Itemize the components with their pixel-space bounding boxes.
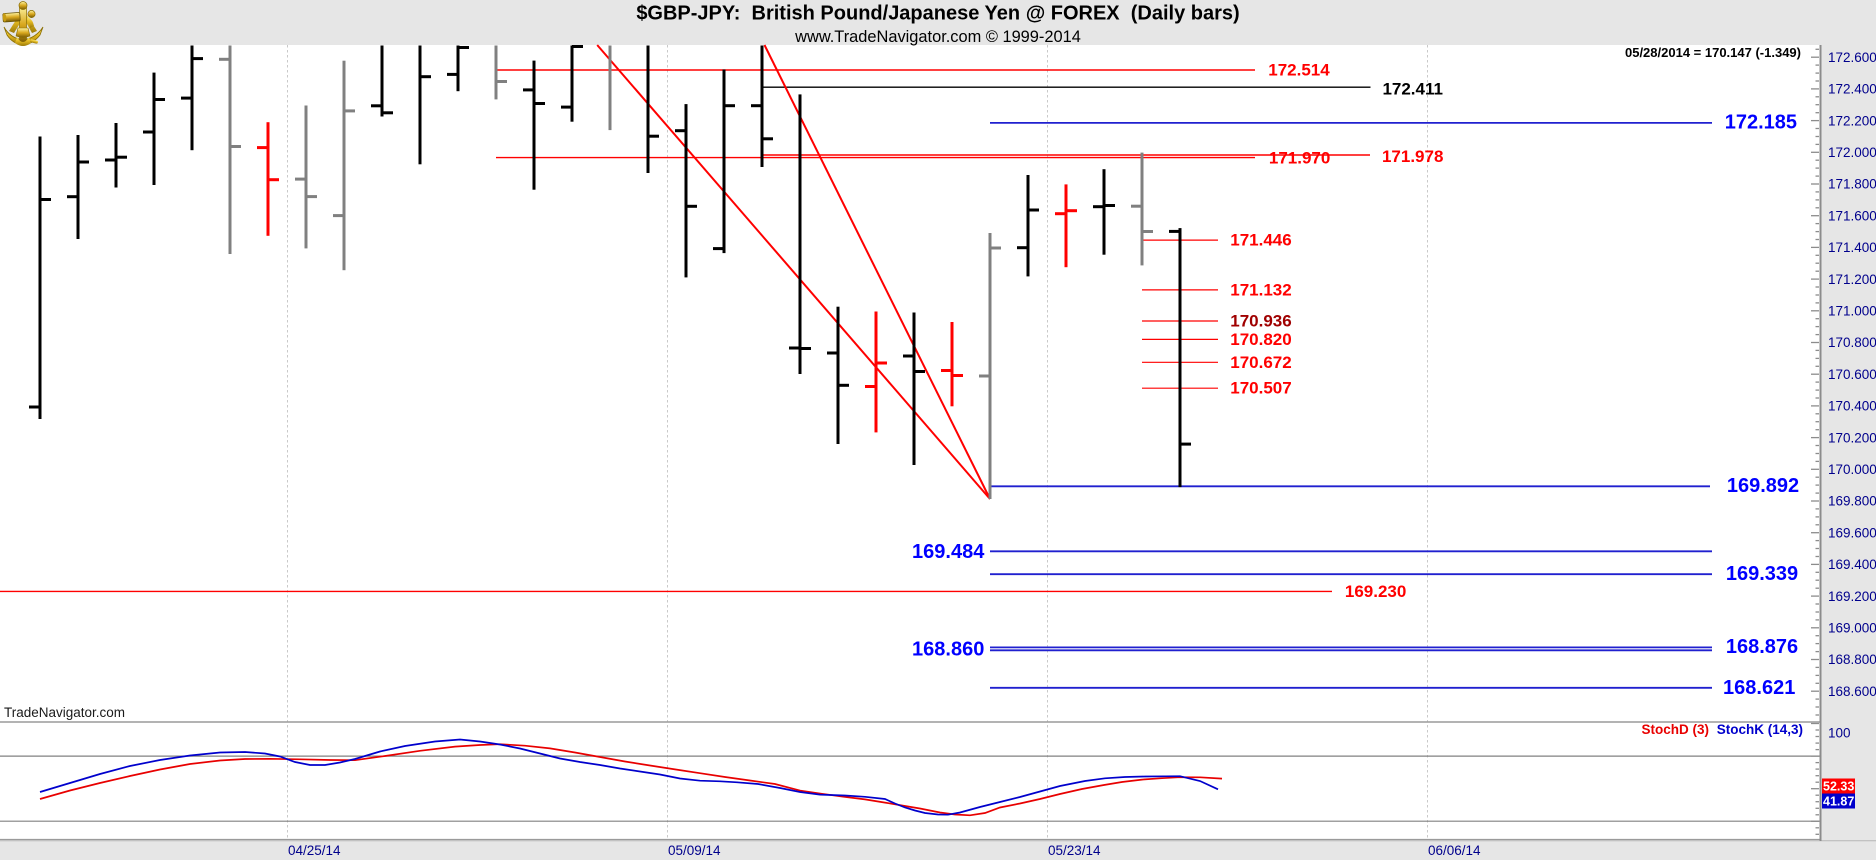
svg-text:170.507: 170.507 [1230,379,1291,398]
svg-text:171.132: 171.132 [1230,280,1291,299]
svg-text:41.87: 41.87 [1823,795,1854,809]
svg-text:168.876: 168.876 [1726,636,1798,658]
svg-text:170.600: 170.600 [1828,367,1876,382]
svg-text:171.400: 171.400 [1828,240,1876,255]
svg-text:172.200: 172.200 [1828,113,1876,128]
svg-text:171.200: 171.200 [1828,272,1876,287]
svg-text:172.185: 172.185 [1725,112,1797,134]
svg-text:171.978: 171.978 [1382,147,1443,166]
svg-text:StochK (14,3): StochK (14,3) [1717,722,1803,737]
svg-text:169.000: 169.000 [1828,621,1876,636]
svg-text:168.800: 168.800 [1828,652,1876,667]
svg-text:169.230: 169.230 [1345,582,1406,601]
svg-text:52.33: 52.33 [1823,780,1854,794]
svg-text:05/28/2014 = 170.147 (-1.349): 05/28/2014 = 170.147 (-1.349) [1625,45,1801,60]
svg-text:171.600: 171.600 [1828,208,1876,223]
svg-text:170.400: 170.400 [1828,399,1876,414]
svg-text:05/23/14: 05/23/14 [1048,843,1101,858]
svg-text:172.400: 172.400 [1828,82,1876,97]
svg-text:05/09/14: 05/09/14 [668,843,721,858]
svg-text:169.400: 169.400 [1828,557,1876,572]
svg-text:170.672: 170.672 [1230,353,1291,372]
svg-text:169.200: 169.200 [1828,589,1876,604]
svg-text:169.339: 169.339 [1726,563,1798,585]
svg-text:171.446: 171.446 [1230,231,1291,250]
svg-text:172.000: 172.000 [1828,145,1876,160]
svg-text:100: 100 [1828,726,1851,741]
svg-text:172.514: 172.514 [1268,60,1330,79]
svg-text:170.820: 170.820 [1230,330,1291,349]
svg-text:169.484: 169.484 [912,541,985,563]
svg-text:168.621: 168.621 [1723,677,1795,699]
svg-text:172.411: 172.411 [1382,79,1443,98]
svg-text:171.800: 171.800 [1828,177,1876,192]
svg-text:171.970: 171.970 [1269,148,1330,167]
svg-text:StochD (3): StochD (3) [1642,722,1710,737]
svg-text:168.860: 168.860 [912,639,984,661]
svg-text:169.600: 169.600 [1828,525,1876,540]
svg-text:06/06/14: 06/06/14 [1428,843,1481,858]
svg-text:www.TradeNavigator.com © 1999-: www.TradeNavigator.com © 1999-2014 [794,28,1081,46]
svg-text:$GBP-JPY: British Pound/Japan: $GBP-JPY: British Pound/Japanese Yen @ F… [636,3,1239,25]
svg-text:170.936: 170.936 [1230,312,1291,331]
svg-text:171.000: 171.000 [1828,304,1876,319]
svg-text:170.200: 170.200 [1828,430,1876,445]
svg-text:169.800: 169.800 [1828,494,1876,509]
svg-text:170.000: 170.000 [1828,462,1876,477]
svg-text:170.800: 170.800 [1828,335,1876,350]
svg-text:04/25/14: 04/25/14 [288,843,341,858]
svg-text:TradeNavigator.com: TradeNavigator.com [4,705,125,720]
svg-text:169.892: 169.892 [1727,475,1799,497]
svg-text:172.600: 172.600 [1828,50,1876,65]
svg-text:168.600: 168.600 [1828,684,1876,699]
